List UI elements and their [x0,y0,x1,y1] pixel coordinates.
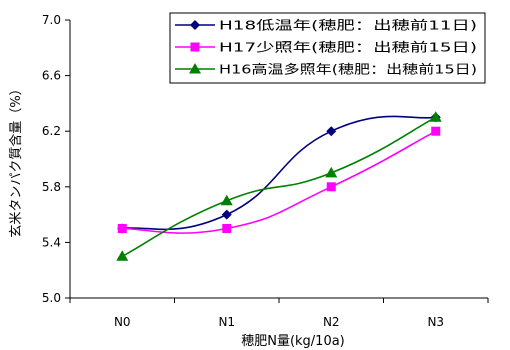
data-point [325,166,338,178]
x-axis-label: 穂肥N量(kg/10a) [241,334,345,349]
legend-marker [189,63,201,74]
legend-label: H17少照年(穂肥：出穂前15日) [219,40,477,55]
data-point [117,224,127,233]
legend-box [169,12,486,84]
data-point [221,209,232,220]
x-tick-label: N0 [114,315,131,329]
data-point [220,194,233,206]
data-point [222,224,232,233]
x-tick-label: N3 [427,315,444,329]
legend-marker [190,20,200,30]
data-point [326,126,337,137]
y-tick-label: 5.4 [42,235,61,249]
legend-item: H16高温多照年(穂肥：出穂前15日) [175,62,477,77]
y-axis-label: 玄米タンパク質含量（%） [8,82,24,237]
data-point [326,182,336,192]
y-tick-label: 6.6 [42,69,61,83]
legend-label: H18低温年(穂肥：出穂前11日) [219,18,477,33]
data-point [429,111,442,122]
data-point [431,126,441,136]
data-point [116,250,129,261]
series-line [121,116,437,258]
series-0 [117,112,441,234]
y-tick-label: 7.0 [42,13,61,27]
x-tick-label: N2 [323,315,340,329]
y-tick-label: 5.8 [42,180,61,194]
legend-marker [190,42,200,52]
y-tick-label: 6.2 [42,124,61,138]
y-tick-label: 5.0 [42,291,61,305]
legend-item: H17少照年(穂肥：出穂前15日) [175,40,477,55]
x-axis-ticks: N0 N1 N2 N3 [69,298,489,329]
y-axis-ticks: 5.0 5.4 5.8 6.2 6.6 7.0 [42,13,70,305]
series-2 [116,111,442,261]
legend: H18低温年(穂肥：出穂前11日) H17少照年(穂肥：出穂前15日) H16高温多… [169,12,486,84]
series-group [116,111,442,261]
legend-label: H16高温多照年(穂肥：出穂前15日) [219,62,477,77]
x-tick-label: N1 [218,315,235,329]
legend-item: H18低温年(穂肥：出穂前11日) [175,18,477,33]
series-line [122,130,437,234]
series-1 [117,126,441,234]
